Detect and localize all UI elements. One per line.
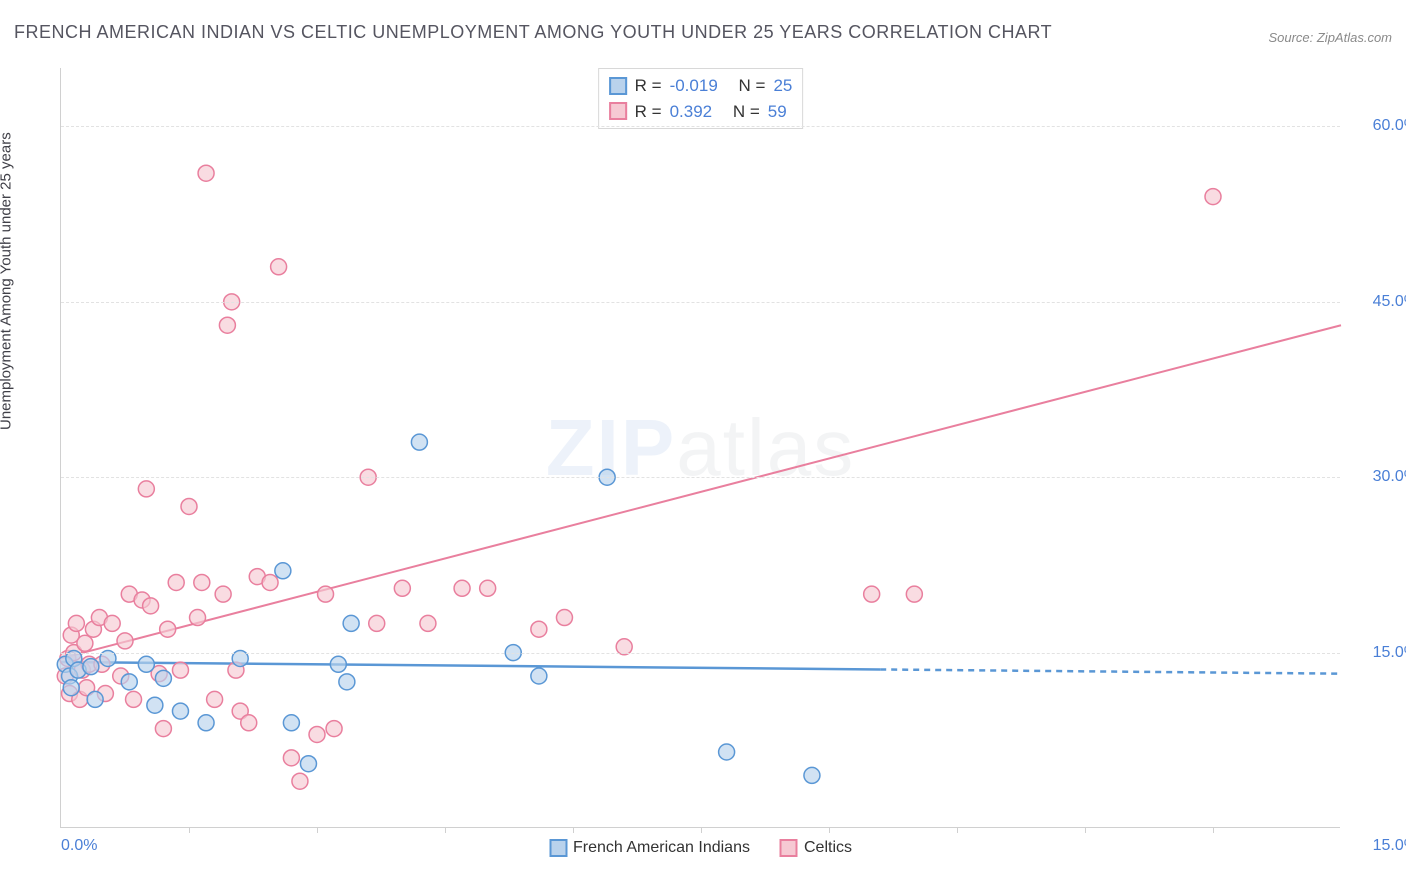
scatter-point <box>104 615 120 631</box>
scatter-point <box>531 668 547 684</box>
scatter-point <box>155 670 171 686</box>
x-tick <box>573 827 574 833</box>
plot-area: ZIPatlas R = -0.019 N = 25 R = 0.392 <box>60 68 1340 828</box>
chart-title: FRENCH AMERICAN INDIAN VS CELTIC UNEMPLO… <box>14 22 1052 43</box>
y-axis-label: Unemployment Among Youth under 25 years <box>0 132 15 430</box>
scatter-point <box>369 615 385 631</box>
scatter-point <box>241 715 257 731</box>
x-tick <box>317 827 318 833</box>
scatter-point <box>87 691 103 707</box>
scatter-point <box>198 715 214 731</box>
scatter-point <box>283 715 299 731</box>
scatter-point <box>207 691 223 707</box>
x-tick <box>1213 827 1214 833</box>
x-axis-max-label: 15.0% <box>1373 837 1406 855</box>
scatter-point <box>420 615 436 631</box>
scatter-point <box>339 674 355 690</box>
scatter-point <box>343 615 359 631</box>
scatter-point <box>283 750 299 766</box>
scatter-point <box>117 633 133 649</box>
scatter-point <box>194 574 210 590</box>
scatter-point <box>318 586 334 602</box>
y-tick-label: 45.0% <box>1373 293 1406 311</box>
scatter-point <box>63 680 79 696</box>
scatter-point <box>531 621 547 637</box>
scatter-point <box>556 610 572 626</box>
x-tick <box>445 827 446 833</box>
legend-label: Celtics <box>804 839 852 857</box>
scatter-point <box>83 659 99 675</box>
x-tick <box>189 827 190 833</box>
legend-item-series1: French American Indians <box>549 839 750 857</box>
scatter-point <box>326 721 342 737</box>
y-tick-label: 30.0% <box>1373 468 1406 486</box>
scatter-point <box>219 317 235 333</box>
scatter-point <box>143 598 159 614</box>
scatter-point <box>292 773 308 789</box>
scatter-point <box>394 580 410 596</box>
grid-line <box>61 302 1340 303</box>
scatter-point <box>804 767 820 783</box>
scatter-point <box>411 434 427 450</box>
y-tick-label: 15.0% <box>1373 644 1406 662</box>
x-tick <box>701 827 702 833</box>
scatter-svg <box>61 68 1340 827</box>
scatter-point <box>330 656 346 672</box>
scatter-point <box>138 656 154 672</box>
scatter-point <box>300 756 316 772</box>
scatter-point <box>68 615 84 631</box>
scatter-point <box>160 621 176 637</box>
legend-item-series2: Celtics <box>780 839 852 857</box>
scatter-point <box>138 481 154 497</box>
y-tick-label: 60.0% <box>1373 117 1406 135</box>
scatter-point <box>719 744 735 760</box>
x-tick <box>829 827 830 833</box>
scatter-point <box>864 586 880 602</box>
scatter-point <box>77 635 93 651</box>
scatter-point <box>181 498 197 514</box>
scatter-point <box>454 580 470 596</box>
scatter-point <box>172 662 188 678</box>
x-axis-min-label: 0.0% <box>61 837 97 855</box>
scatter-point <box>271 259 287 275</box>
scatter-point <box>190 610 206 626</box>
grid-line <box>61 126 1340 127</box>
scatter-point <box>172 703 188 719</box>
source-attribution: Source: ZipAtlas.com <box>1268 30 1392 45</box>
scatter-point <box>262 574 278 590</box>
scatter-point <box>155 721 171 737</box>
scatter-point <box>275 563 291 579</box>
swatch-icon <box>549 839 567 857</box>
scatter-point <box>198 165 214 181</box>
series-legend: French American Indians Celtics <box>549 839 852 857</box>
chart-container: FRENCH AMERICAN INDIAN VS CELTIC UNEMPLO… <box>0 0 1406 892</box>
scatter-point <box>906 586 922 602</box>
scatter-point <box>215 586 231 602</box>
scatter-point <box>126 691 142 707</box>
scatter-point <box>168 574 184 590</box>
scatter-point <box>309 726 325 742</box>
x-tick <box>957 827 958 833</box>
swatch-icon <box>780 839 798 857</box>
scatter-point <box>147 697 163 713</box>
scatter-point <box>1205 189 1221 205</box>
x-tick <box>1085 827 1086 833</box>
grid-line <box>61 477 1340 478</box>
scatter-point <box>480 580 496 596</box>
legend-label: French American Indians <box>573 839 750 857</box>
scatter-point <box>121 674 137 690</box>
grid-line <box>61 653 1340 654</box>
